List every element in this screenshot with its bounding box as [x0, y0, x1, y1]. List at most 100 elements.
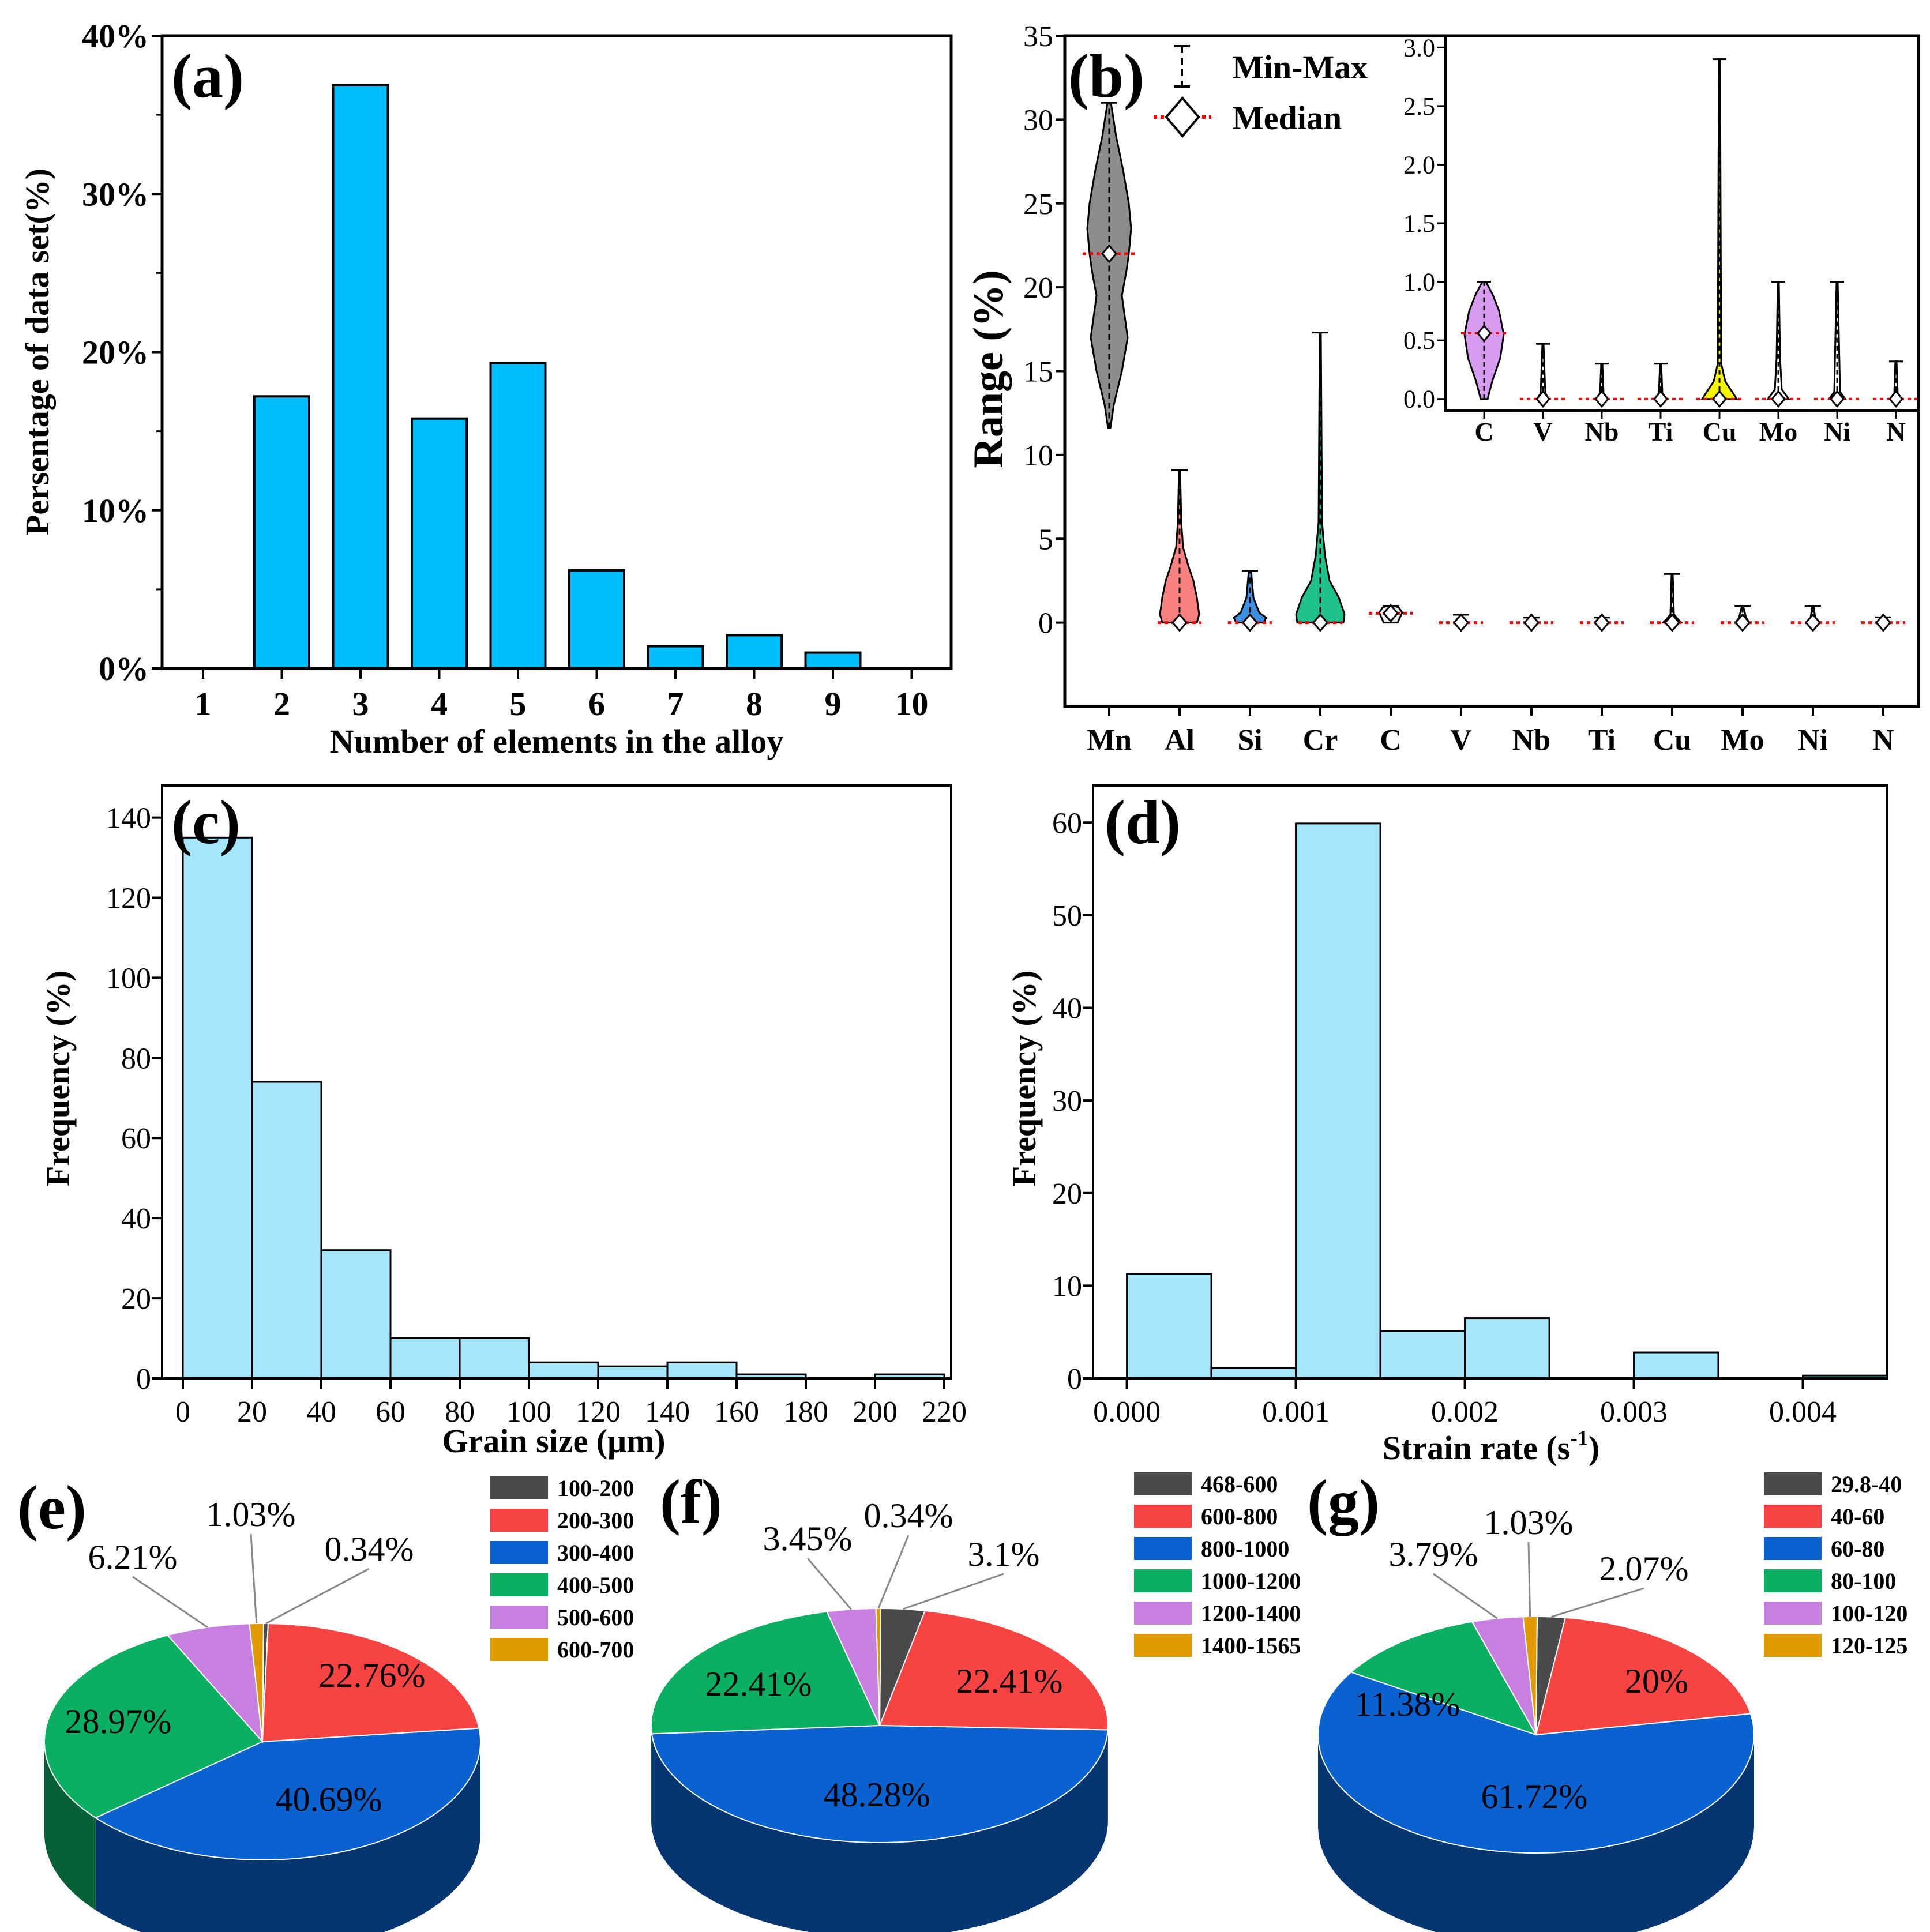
xtick-label: 0	[175, 1396, 190, 1429]
pie-legend-swatch	[1764, 1505, 1822, 1528]
bar-a-9	[804, 651, 862, 670]
xtick-label: 20	[237, 1396, 267, 1429]
a-xtick-label: 4	[431, 685, 448, 723]
pie-legend-swatch	[1134, 1537, 1192, 1560]
violin-Cr	[1295, 332, 1346, 632]
pie-legend-swatch	[1134, 1634, 1192, 1657]
ytick-label: 80	[121, 1042, 151, 1075]
pie-label: 20%	[1625, 1662, 1688, 1700]
bar-a-2	[253, 395, 310, 670]
pie-label: 0.34%	[325, 1530, 414, 1568]
pie-label: 48.28%	[824, 1776, 930, 1814]
legend-minmax-label: Min-Max	[1232, 48, 1368, 86]
pie-legend-label: 120-125	[1831, 1633, 1908, 1659]
pie-legend-label: 100-200	[557, 1475, 634, 1501]
panel-b-letter: (b)	[1068, 42, 1144, 111]
violin-Al	[1158, 469, 1201, 632]
inset-violin-N	[1873, 360, 1919, 408]
b-ytick-label: 30	[1023, 104, 1053, 137]
xtick-label: 140	[645, 1396, 690, 1429]
inset-violin-V	[1520, 343, 1566, 408]
b-xtick-label: Al	[1165, 724, 1195, 757]
xtick-label: 0.002	[1431, 1396, 1499, 1429]
inset-violin-Mo	[1755, 281, 1801, 408]
panel-a-letter: (a)	[171, 42, 244, 111]
pie-legend-label: 600-800	[1201, 1503, 1278, 1529]
legend-minmax-icon	[1174, 45, 1190, 88]
panel-d-xlabel: Strain rate (s-1)	[1383, 1426, 1599, 1467]
pie-leader-line	[1527, 1542, 1531, 1617]
inset-xtick-label: Ni	[1824, 417, 1850, 446]
ytick-label: 100	[106, 962, 151, 995]
pie-side-60-80	[1318, 1735, 1754, 1932]
panel-b-legend: Min-Max Median	[1154, 45, 1368, 138]
pie-legend-swatch	[1134, 1569, 1192, 1592]
pie-legend-swatch	[1764, 1537, 1822, 1560]
inset-xtick-label: Mo	[1759, 417, 1797, 446]
pie-side-800-1000	[651, 1730, 1108, 1932]
pie-label: 2.07%	[1599, 1550, 1689, 1588]
panel-e: (e) 0.34% 22.76% 40.69% 28.97% 6.21% 1.03% 100…	[17, 1474, 634, 1932]
xtick-label: 40	[306, 1396, 336, 1429]
violin-Cu	[1650, 573, 1694, 632]
b-ytick-label: 35	[1023, 20, 1053, 53]
inset-ytick-label: 1.0	[1403, 268, 1435, 296]
panel-a: 1 2 3 4 5 6 7 8 9 10 0% 10% 20% 30% 40% (a) Number of …	[18, 17, 953, 760]
b-xtick-label: Nb	[1512, 724, 1550, 757]
panel-d-ylabel: Frequency (%)	[1005, 971, 1043, 1186]
pie-label: 40.69%	[276, 1780, 382, 1818]
bar-a-4	[411, 417, 468, 670]
hist-bar	[251, 1081, 322, 1380]
pie-label: 1.03%	[206, 1495, 296, 1533]
pie-legend-label: 1400-1565	[1201, 1633, 1301, 1659]
pie-label: 22.76%	[319, 1656, 426, 1694]
pie-legend-swatch	[490, 1541, 548, 1564]
pie-legend-swatch	[490, 1606, 548, 1629]
pie-legend-swatch	[490, 1476, 548, 1499]
pie-legend-label: 1000-1200	[1201, 1568, 1301, 1594]
inset-ytick-label: 2.5	[1403, 92, 1435, 121]
inset-xtick-label: N	[1886, 417, 1905, 446]
violin-Ti	[1580, 613, 1624, 632]
pie-legend-swatch	[1764, 1634, 1822, 1657]
legend-median-label: Median	[1232, 99, 1342, 137]
a-ytick-label: 20%	[82, 334, 149, 371]
panel-c-frame	[161, 784, 952, 1380]
pie-legend-swatch	[1764, 1472, 1822, 1495]
a-xtick-label: 5	[510, 685, 527, 723]
ytick-label: 120	[106, 882, 151, 915]
pie-label: 3.45%	[763, 1520, 853, 1558]
panel-b: (b) Range (%) Mn Al Si Cr C V Nb Ti Cu Mo Ni N 0 5 10 1…	[965, 20, 1920, 757]
ytick-label: 40	[121, 1202, 151, 1235]
hist-bar	[459, 1337, 530, 1380]
panel-f-letter: (f)	[660, 1468, 722, 1536]
a-xtick-label: 3	[352, 685, 369, 723]
pie-slice-1400-1565	[875, 1607, 881, 1726]
b-xtick-label: V	[1450, 724, 1472, 757]
panel-a-xlabel: Number of elements in the alloy	[330, 723, 784, 760]
inset-violin-Ti	[1638, 363, 1684, 408]
pie-slice-40-60	[1535, 1617, 1752, 1736]
a-xtick-label: 10	[895, 685, 929, 723]
violin-Ni	[1791, 605, 1835, 632]
violin-Si	[1228, 569, 1272, 632]
panel-c-letter: (c)	[171, 788, 241, 857]
pie-legend-label: 200-300	[557, 1508, 634, 1533]
hist-bar	[666, 1361, 738, 1380]
panel-c: (c) 0 20 40 60 80 100 120 140 160 180 200 220 0 20 40 6…	[39, 784, 967, 1460]
pie-legend-label: 80-100	[1831, 1568, 1896, 1594]
ytick-label: 10	[1052, 1270, 1082, 1303]
pie-side-400-500	[44, 1742, 96, 1910]
violin-Mn	[1083, 102, 1136, 429]
pie-slice-800-1000	[651, 1724, 1109, 1843]
panel-b-inset: C V Nb Ti Cu Mo Ni N 0.0 0.5 1.0 1.5 2.0 2.5 3.0	[1403, 33, 1920, 446]
pie-leader-line	[806, 1558, 852, 1610]
inset-xtick-label: V	[1533, 417, 1552, 446]
b-ytick-label: 15	[1023, 356, 1053, 389]
panel-a-frame	[160, 34, 953, 670]
pie-legend-label: 29.8-40	[1831, 1471, 1902, 1497]
bar-a-3	[332, 84, 389, 670]
hist-bar	[1295, 822, 1381, 1380]
pie-slice-200-300	[261, 1623, 480, 1743]
